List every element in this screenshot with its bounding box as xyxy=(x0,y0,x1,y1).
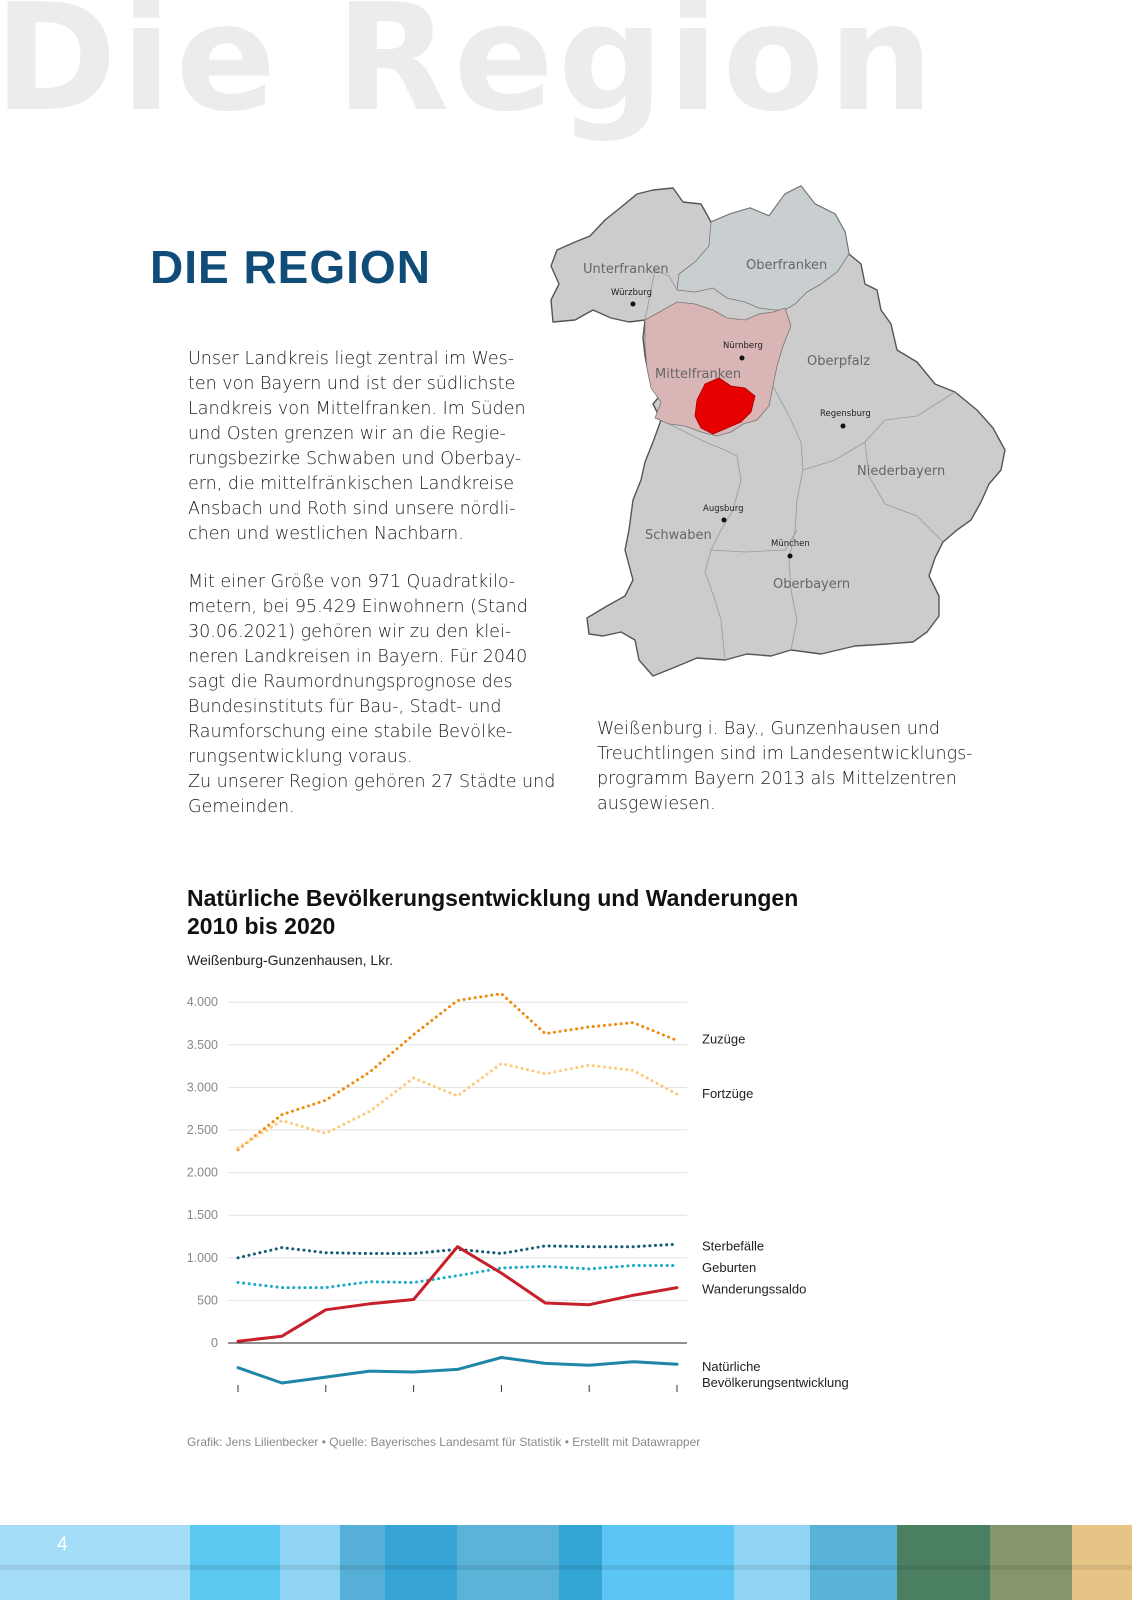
series-label-5: Natürliche Bevölkerungsentwicklung xyxy=(702,1359,849,1390)
footer-segment xyxy=(1072,1525,1132,1600)
map-city-regensburg: Regensburg xyxy=(820,409,871,419)
map-label-schwaben: Schwaben xyxy=(645,528,712,543)
map-city-nuernberg: Nürnberg xyxy=(723,341,763,351)
footer-segment xyxy=(602,1525,734,1600)
footer-segment xyxy=(897,1525,990,1600)
x-tick-label: 2016 xyxy=(487,1399,515,1400)
map-region-borders xyxy=(644,269,956,661)
series-label-2: Sterbefälle xyxy=(702,1239,764,1254)
map-label-oberpfalz: Oberpfalz xyxy=(807,354,870,369)
y-tick-label: 2.000 xyxy=(187,1166,218,1180)
x-tick-label: 2020 xyxy=(663,1399,691,1400)
footer-color-bar xyxy=(0,1525,1132,1600)
footer-segment xyxy=(810,1525,897,1600)
intro-paragraph: Unser Landkreis liegt zentral im Wes- te… xyxy=(188,349,526,544)
map-city-dot-muenchen xyxy=(787,553,793,559)
footer-segment xyxy=(990,1525,1072,1600)
chart-subtitle: Weißenburg-Gunzenhausen, Lkr. xyxy=(187,952,393,968)
map-region-oberfranken xyxy=(676,185,850,311)
map-city-dot-wuerzburg xyxy=(630,301,636,307)
map-city-augsburg: Augsburg xyxy=(703,504,744,514)
y-tick-label: 3.500 xyxy=(187,1038,218,1052)
page-heading: DIE REGION xyxy=(150,241,431,293)
footer-segment xyxy=(340,1525,385,1600)
y-tick-label: 3.000 xyxy=(187,1080,218,1094)
series-label-3: Geburten xyxy=(702,1260,756,1275)
series-line-2 xyxy=(236,1242,679,1260)
map-label-oberfranken: Oberfranken xyxy=(746,258,827,273)
series-line-1 xyxy=(236,1062,679,1150)
y-tick-label: 0 xyxy=(211,1336,218,1350)
footer-segment xyxy=(559,1525,602,1600)
x-tick-label: 2014 xyxy=(400,1399,428,1400)
series-label-4: Wanderungssaldo xyxy=(702,1281,806,1296)
footer-segment xyxy=(457,1525,559,1600)
population-chart: 4.000 3.500 3.000 2.500 2.000 1.500 1.000 500 0 2… xyxy=(187,992,849,1400)
y-tick-label: 2.500 xyxy=(187,1123,218,1137)
map-city-muenchen: München xyxy=(771,539,810,549)
map-label-niederbayern: Niederbayern xyxy=(857,464,945,479)
y-tick-label: 1.500 xyxy=(187,1208,218,1222)
map-label-oberbayern: Oberbayern xyxy=(773,577,850,592)
map-city-dot-nuernberg xyxy=(739,355,745,361)
y-tick-label: 1.000 xyxy=(187,1251,218,1265)
map-label-unterfranken: Unterfranken xyxy=(583,262,669,277)
y-tick-label: 500 xyxy=(197,1293,218,1307)
bavaria-map: Unterfranken Oberfranken Mittelfranken O… xyxy=(550,185,1006,677)
footer-segment xyxy=(280,1525,340,1600)
map-highlight-district xyxy=(694,377,756,435)
size-paragraph: Mit einer Größe von 971 Quadratkilo- met… xyxy=(188,572,556,817)
map-city-dot-regensburg xyxy=(840,423,846,429)
x-tick-label: 2010 xyxy=(224,1399,252,1400)
footer-segment xyxy=(385,1525,457,1600)
footer-segment xyxy=(190,1525,280,1600)
map-label-mittelfranken: Mittelfranken xyxy=(655,367,741,382)
chart-source: Grafik: Jens Lilienbecker • Quelle: Baye… xyxy=(187,1435,701,1449)
footer-segment xyxy=(734,1525,810,1600)
series-label-1: Fortzüge xyxy=(702,1086,753,1101)
map-city-dot-augsburg xyxy=(721,517,727,523)
map-region-mittelfranken xyxy=(644,301,792,437)
chart-title: Natürliche Bevölkerungsentwicklung und W… xyxy=(187,885,799,939)
series-line-5 xyxy=(236,1356,679,1385)
watermark-title: Die Region xyxy=(0,0,938,144)
x-tick-label: 2012 xyxy=(312,1399,340,1400)
page-number: 4 xyxy=(57,1534,68,1555)
series-label-0: Zuzüge xyxy=(702,1032,745,1047)
x-tick-label: 2018 xyxy=(575,1399,603,1400)
series-line-0 xyxy=(236,992,679,1152)
y-tick-label: 4.000 xyxy=(187,995,218,1009)
map-city-wuerzburg: Würzburg xyxy=(611,288,652,298)
series-line-4 xyxy=(236,1245,679,1343)
footer-segment xyxy=(0,1525,190,1600)
centers-paragraph: Weißenburg i. Bay., Gunzenhausen und Tre… xyxy=(597,719,973,814)
series-line-3 xyxy=(236,1264,679,1290)
